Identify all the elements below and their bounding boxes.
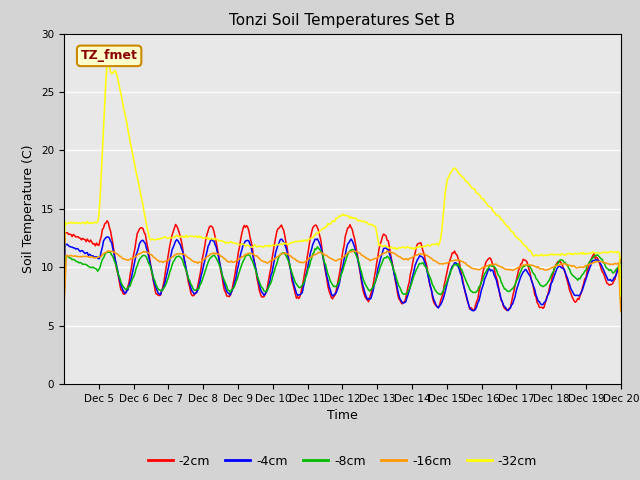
Legend: -2cm, -4cm, -8cm, -16cm, -32cm: -2cm, -4cm, -8cm, -16cm, -32cm [143, 450, 542, 473]
Y-axis label: Soil Temperature (C): Soil Temperature (C) [22, 144, 35, 273]
X-axis label: Time: Time [327, 409, 358, 422]
Text: TZ_fmet: TZ_fmet [81, 49, 138, 62]
Title: Tonzi Soil Temperatures Set B: Tonzi Soil Temperatures Set B [229, 13, 456, 28]
